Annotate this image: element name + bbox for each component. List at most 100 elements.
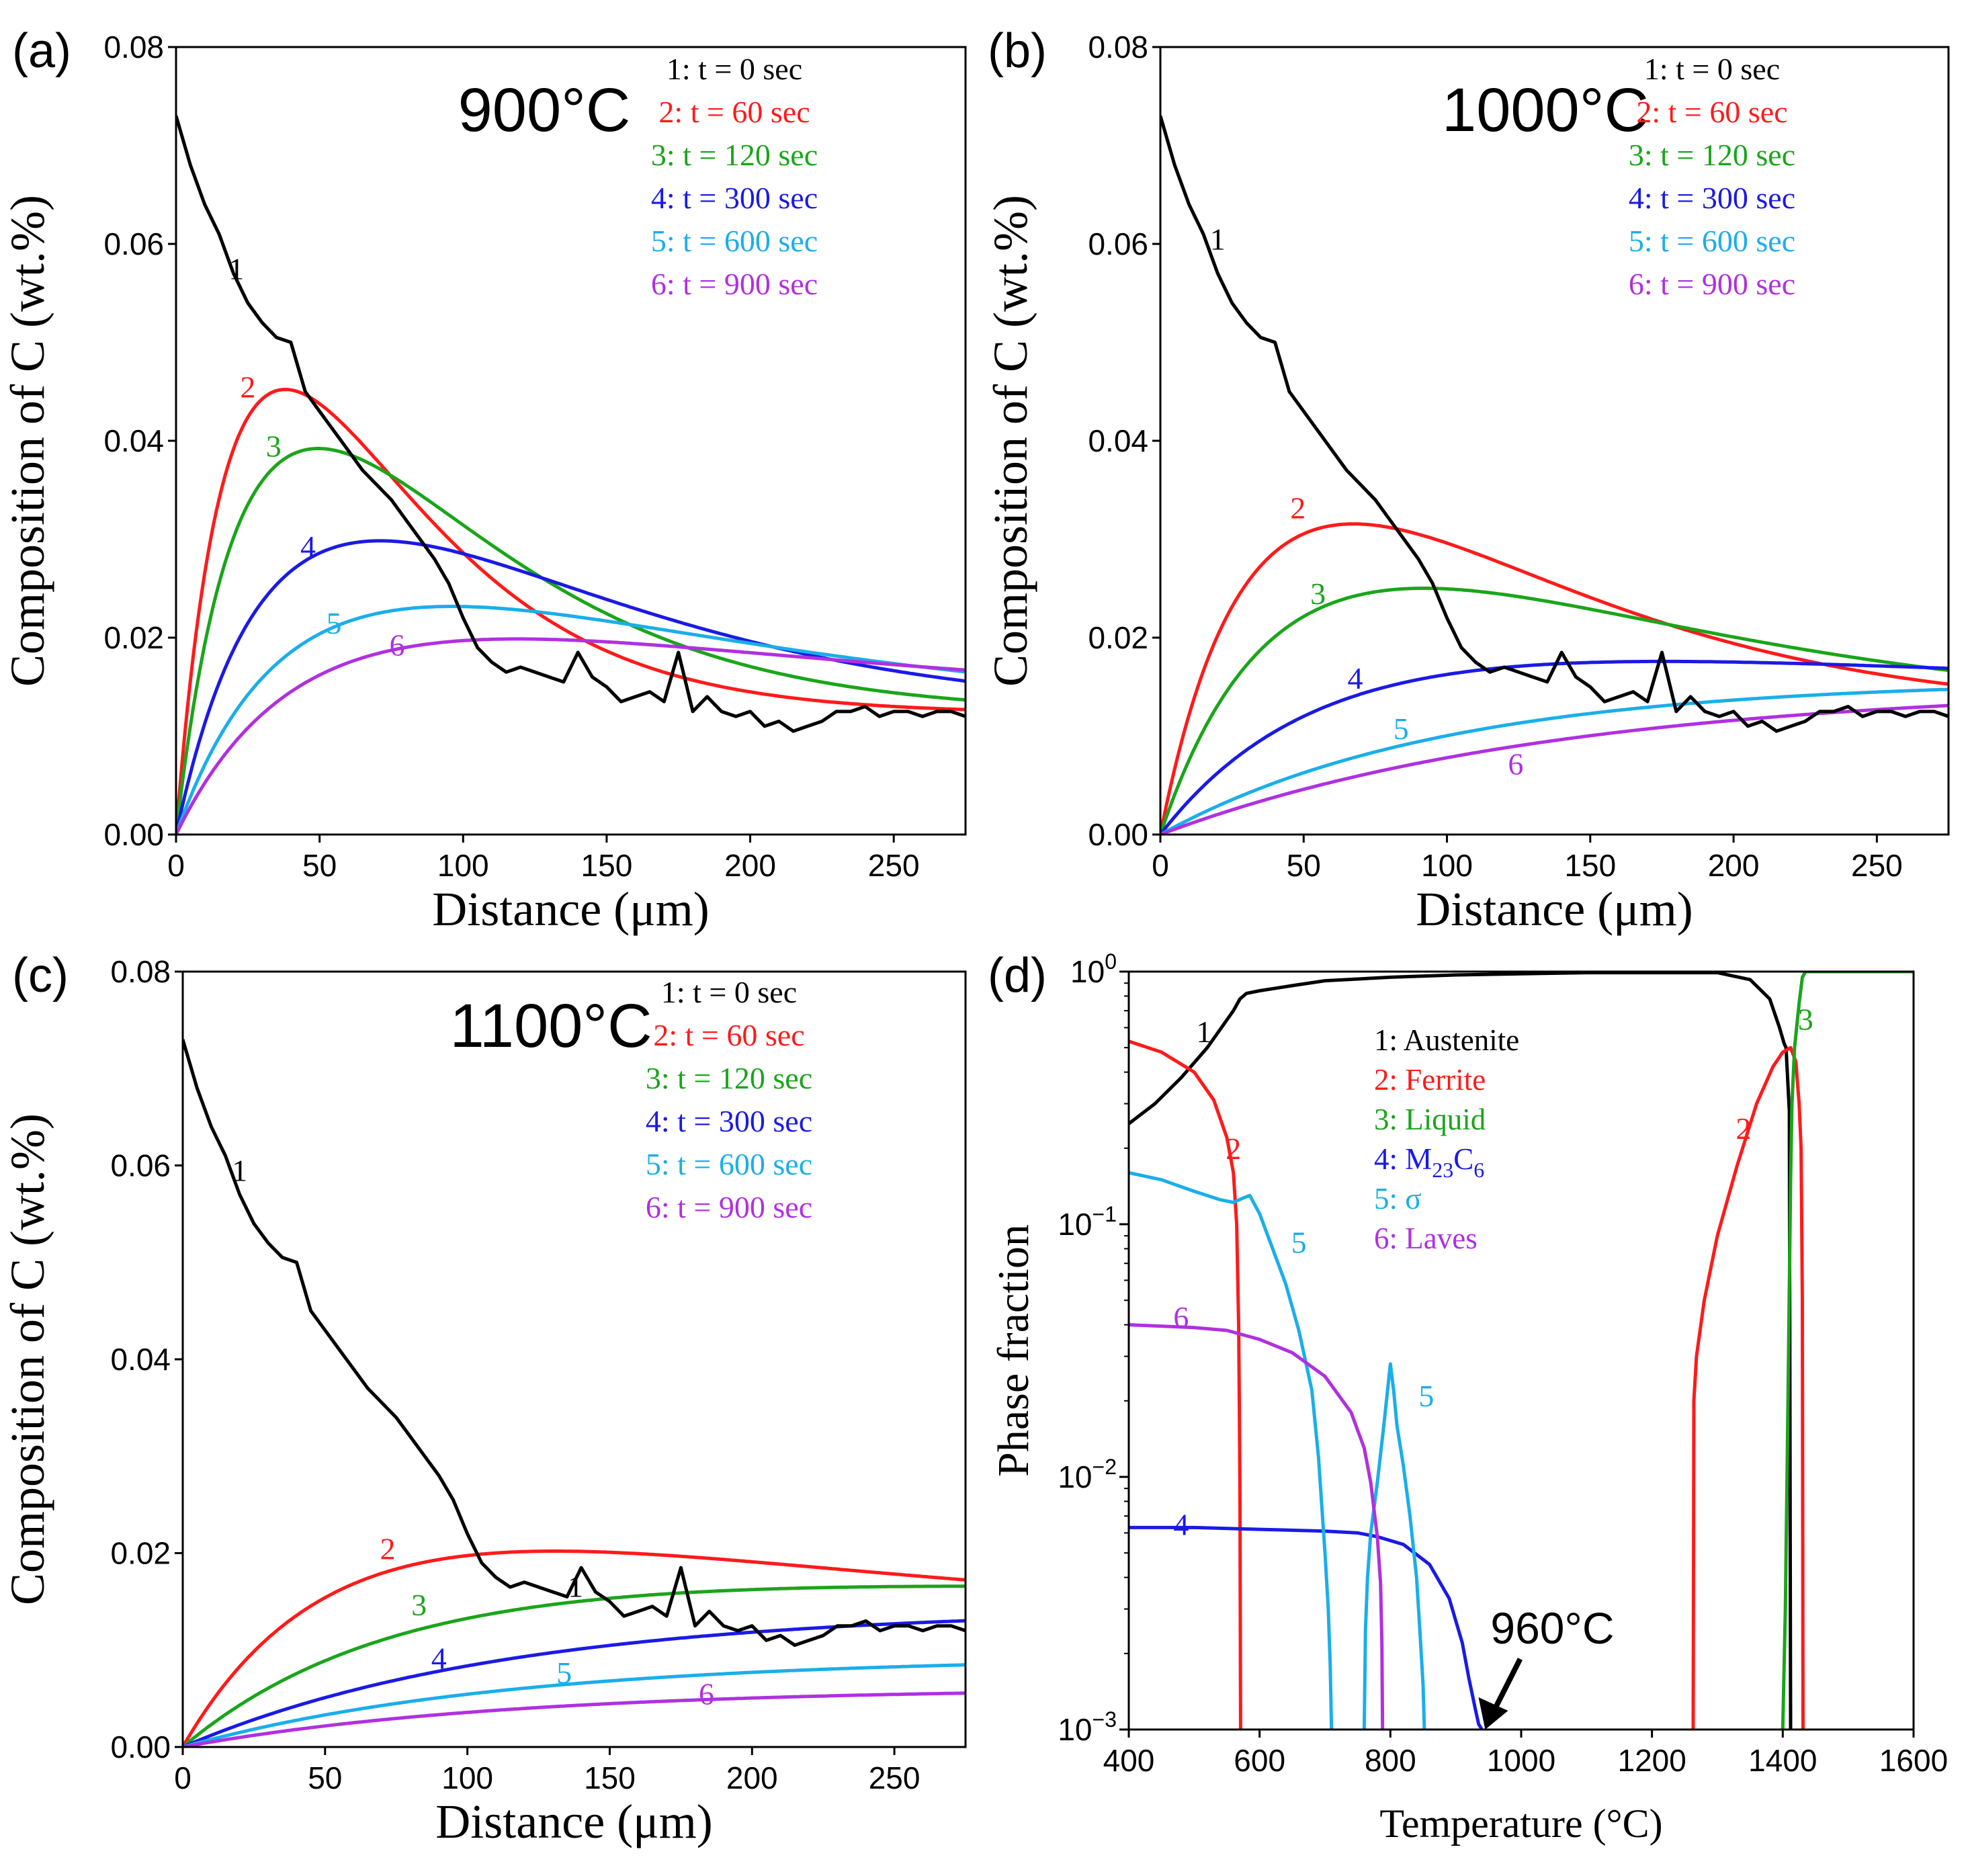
curve-label-5: 5: [556, 1656, 572, 1690]
y-tick-exponent: −3: [1093, 1707, 1117, 1732]
y-tick-label: 0.00: [110, 1730, 171, 1764]
legend-subscript: 23: [1432, 1158, 1453, 1182]
x-tick-label: 0: [167, 848, 185, 883]
legend-entry: 4: t = 300 sec: [1629, 181, 1795, 215]
y-tick-label: 0.08: [1088, 30, 1148, 65]
series-line-3: [176, 447, 966, 835]
curve-label-3: 3: [266, 429, 282, 463]
series-line-6: [1160, 704, 1948, 835]
series-line-2: [1160, 522, 1948, 835]
y-tick-base: 10: [1058, 1207, 1092, 1242]
y-axis-label: Composition of C (wt.%): [984, 195, 1037, 687]
legend-entry: 3: t = 120 sec: [1629, 138, 1795, 172]
x-tick-label: 1200: [1617, 1743, 1686, 1778]
y-tick-label: 0.08: [103, 30, 164, 65]
series-line-5: [1129, 1170, 1334, 1730]
x-tick-label: 250: [1851, 848, 1903, 883]
series-line-5: [1362, 1362, 1426, 1730]
series-line-2: [183, 1549, 966, 1747]
x-tick-label: 0: [1152, 848, 1169, 883]
y-tick-label: 0.04: [1088, 423, 1148, 458]
y-tick-label: 100: [1070, 949, 1117, 989]
curve-label-1: 1: [1196, 1015, 1211, 1049]
curve-label-4: 4: [431, 1641, 447, 1675]
y-tick-label: 0.00: [1088, 817, 1148, 852]
x-tick-label: 600: [1234, 1743, 1285, 1778]
x-axis-label: Distance (μm): [432, 882, 709, 936]
legend-entry: 6: t = 900 sec: [646, 1190, 812, 1224]
curve-label-4: 4: [300, 529, 316, 564]
legend-entry: 1: t = 0 sec: [667, 52, 802, 86]
y-tick-label: 0.02: [1088, 620, 1148, 655]
series-line-4: [1160, 659, 1948, 835]
x-axis: 0 50 100 150 200 250: [174, 1747, 920, 1795]
y-axis-label: Phase fraction: [989, 1224, 1038, 1477]
legend-number: 6:: [1374, 1222, 1405, 1255]
x-tick-label: 50: [302, 848, 337, 883]
y-tick-exponent: 0: [1105, 949, 1117, 974]
series-line-2: [1129, 1039, 1242, 1730]
legend-entry: 2: Ferrite: [1374, 1063, 1486, 1097]
legend-entry: 5: σ: [1374, 1182, 1422, 1216]
series-line-5: [183, 1663, 966, 1747]
y-tick-label: 0.02: [103, 620, 164, 655]
curve-label-1: 1: [228, 252, 244, 286]
curve-label-5: 5: [1418, 1379, 1434, 1413]
series-line-1: [176, 115, 966, 733]
callout-arrow-head: [1478, 1697, 1508, 1730]
curve-label-6: 6: [699, 1677, 714, 1711]
legend-name: M: [1405, 1142, 1432, 1176]
curve-label-2: 2: [1290, 491, 1305, 525]
series-line-1: [1160, 115, 1948, 733]
x-axis: 400 600 800 1000 1200 1400 1600: [1103, 1730, 1948, 1778]
legend-name: Austenite: [1404, 1023, 1519, 1057]
legend-number: 5:: [1374, 1182, 1405, 1216]
y-tick-label: 10−1: [1058, 1202, 1117, 1242]
legend-entry: 4: M23C6: [1374, 1142, 1484, 1182]
y-tick-label: 0.06: [1088, 226, 1148, 261]
x-tick-label: 1600: [1879, 1743, 1948, 1778]
legend-name: σ: [1405, 1182, 1421, 1216]
y-axis: 10−310−210−1100: [1058, 949, 1129, 1747]
curve-label-3: 3: [1798, 1002, 1813, 1036]
plot-area: 1 1 234 5 6: [183, 1039, 966, 1747]
legend-entry: 3: t = 120 sec: [651, 138, 818, 172]
y-axis-label: Composition of C (wt.%): [1, 195, 54, 687]
series-line-2: [176, 388, 966, 835]
x-tick-label: 150: [1564, 848, 1616, 883]
legend-entry: 5: t = 600 sec: [1629, 224, 1795, 258]
y-tick-label: 0.04: [103, 423, 164, 458]
curve-label-2: 2: [380, 1531, 396, 1566]
y-tick-label: 10−3: [1058, 1707, 1117, 1747]
x-tick-label: 100: [437, 848, 489, 883]
curve-label-3: 3: [1310, 577, 1326, 611]
y-tick-label: 0.06: [110, 1148, 171, 1183]
curve-label-6: 6: [1173, 1300, 1189, 1334]
x-axis-label: Temperature (°C): [1379, 1801, 1662, 1846]
legend: 1: t = 0 sec 2: t = 60 sec 3: t = 120 sec 4…: [651, 52, 818, 301]
legend-entry: 6: t = 900 sec: [1629, 267, 1795, 301]
x-tick-label: 50: [308, 1760, 342, 1795]
curve-label-5: 5: [1291, 1226, 1307, 1260]
curve-label-1: 1: [568, 1570, 583, 1604]
y-tick-label: 0.06: [103, 226, 164, 261]
curve-label-2: 2: [1736, 1111, 1751, 1146]
x-axis: 0 50 100 150 200 250: [167, 835, 920, 883]
legend-entry: 5: t = 600 sec: [646, 1147, 812, 1181]
legend-name-part: C: [1453, 1142, 1473, 1176]
series-line-2: [1691, 1046, 1805, 1730]
x-tick-label: 250: [869, 1760, 920, 1795]
legend: 1: t = 0 sec 2: t = 60 sec 3: t = 120 sec 4…: [646, 975, 812, 1224]
legend-subscript: 6: [1473, 1158, 1484, 1182]
x-axis: 0 50 100 150 200 250: [1152, 835, 1903, 883]
x-tick-label: 200: [724, 848, 776, 883]
legend-entry: 2: t = 60 sec: [653, 1018, 804, 1052]
series-line-5: [176, 605, 966, 835]
plot-frame: [1159, 46, 1950, 836]
